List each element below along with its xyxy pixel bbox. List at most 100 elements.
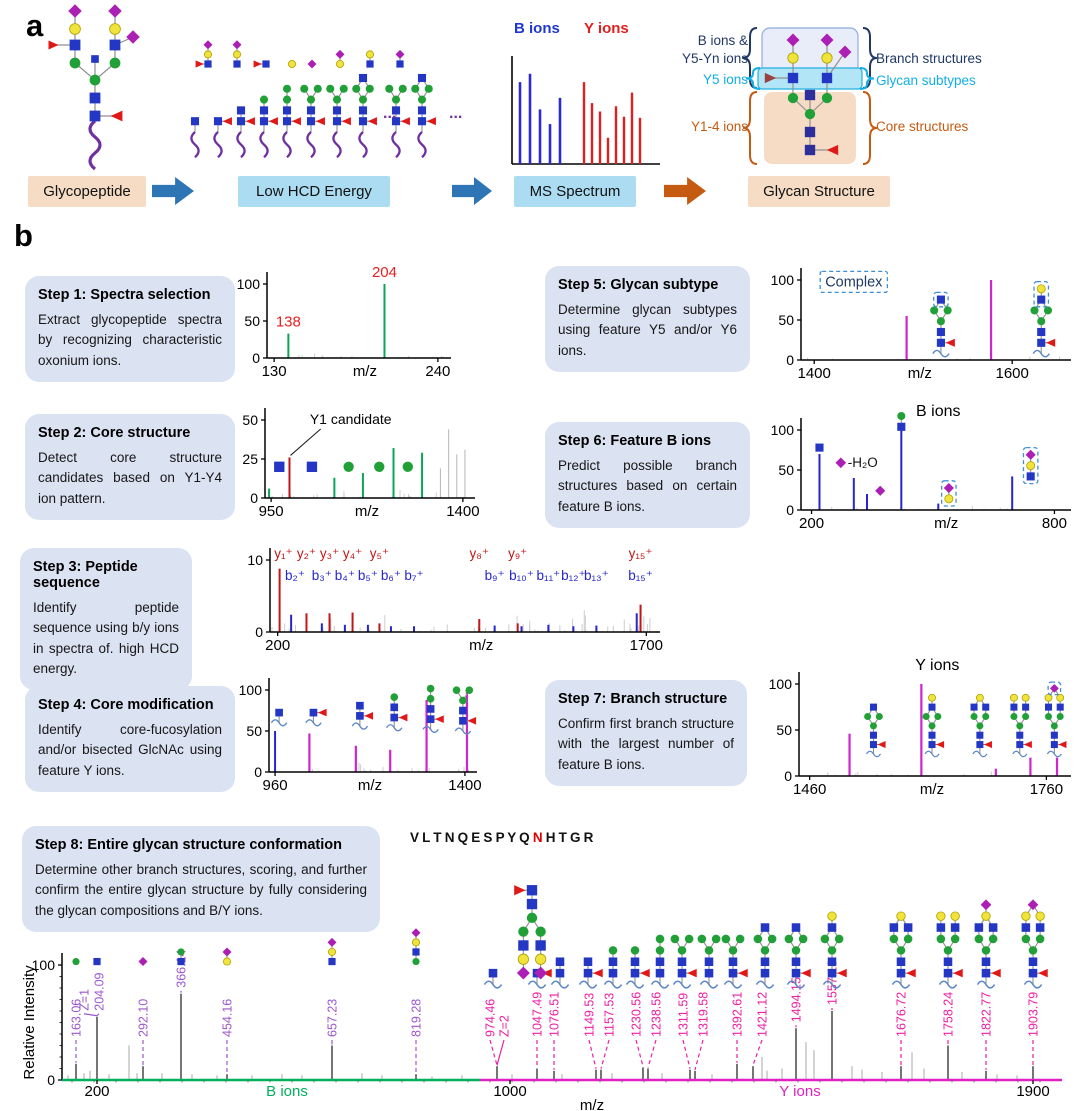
svg-text:163.06: 163.06: [70, 999, 84, 1037]
svg-text:200: 200: [265, 637, 290, 654]
svg-text:1238.56: 1238.56: [650, 992, 664, 1037]
svg-text:1319.58: 1319.58: [697, 992, 711, 1037]
svg-text:960: 960: [263, 777, 288, 794]
panel-b-label: b: [14, 218, 33, 253]
step7-body: Confirm first branch structure with the …: [558, 716, 734, 772]
svg-text:292.10: 292.10: [137, 999, 151, 1037]
svg-text:...: ...: [449, 105, 462, 122]
svg-text:m/z: m/z: [358, 777, 382, 794]
svg-text:b₁₃⁺: b₁₃⁺: [584, 568, 609, 583]
step4-box: Step 4: Core modification Identify core-…: [25, 686, 235, 792]
svg-text:y₈⁺: y₈⁺: [470, 546, 489, 561]
svg-text:1311.59: 1311.59: [677, 993, 691, 1037]
svg-text:50: 50: [776, 722, 792, 738]
svg-text:1392.61: 1392.61: [731, 992, 745, 1037]
step6-title: Step 6: Feature B ions: [558, 433, 712, 449]
step1-box: Step 1: Spectra selection Extract glycop…: [25, 276, 235, 382]
svg-text:950: 950: [259, 503, 284, 520]
svg-text:50: 50: [246, 723, 262, 739]
flow-box-glycan-structure: Glycan Structure: [748, 176, 890, 207]
step3-body: Identify peptide sequence using b/y ions…: [33, 600, 179, 676]
svg-text:1760: 1760: [1030, 781, 1063, 798]
svg-text:-H₂O: -H₂O: [848, 455, 878, 470]
step6-spectrum: 100 50 0 200 800 m/z B ions -H₂O: [763, 394, 1080, 548]
svg-text:0: 0: [255, 624, 263, 640]
svg-text:m/z: m/z: [355, 503, 379, 520]
step1-body: Extract glycopeptide spectra by recogniz…: [38, 312, 222, 368]
svg-text:b₇⁺: b₇⁺: [404, 568, 423, 583]
svg-text:y₁₅⁺: y₁₅⁺: [629, 546, 653, 561]
annotation-y5-ions: Y5 ions: [702, 72, 748, 87]
glycosylation-site: N: [532, 830, 543, 845]
svg-text:m/z: m/z: [353, 363, 377, 380]
svg-text:b₅⁺: b₅⁺: [358, 568, 378, 583]
svg-text:b₁₂⁺: b₁₂⁺: [561, 568, 585, 583]
annotation-glycan-subtypes: Glycan subtypes: [876, 73, 976, 88]
flow-box-low-hcd: Low HCD Energy: [238, 176, 390, 207]
step8-annotated-spectrum: 100 0 200 1000 1900 m/z B ions Y ions 163.06 204.…: [20, 845, 1080, 1111]
svg-text:Z=2: Z=2: [498, 1015, 512, 1037]
step2-spectrum: 50 25 0 950 1400 m/z Y1 candidate: [233, 396, 488, 538]
step3-spectrum: 10 0 200 1700 m/z y₁⁺ y₂⁺ y₃⁺ y₄⁺ y₅⁺ y₈⁺ y₉⁺ y₁₅⁺ b₂…: [236, 540, 668, 662]
step5-box: Step 5: Glycan subtype Determine glycan …: [545, 266, 750, 372]
svg-text:Y ions: Y ions: [915, 657, 959, 674]
svg-text:100: 100: [237, 276, 261, 292]
svg-text:50: 50: [778, 462, 794, 478]
step4-spectrum: 100 50 0 960 1400 m/z: [233, 660, 488, 814]
svg-text:240: 240: [425, 363, 450, 380]
svg-text:100: 100: [771, 272, 795, 288]
svg-text:25: 25: [242, 451, 258, 467]
svg-text:b₂⁺: b₂⁺: [285, 568, 305, 583]
svg-text:50: 50: [244, 313, 260, 329]
peptide-post: H T G R: [542, 830, 594, 845]
panel-a-graphics: ......: [48, 4, 878, 205]
panel-a-label: a: [26, 8, 44, 43]
svg-text:200: 200: [84, 1083, 109, 1100]
svg-text:B ions: B ions: [916, 403, 960, 420]
step8-body: Determine other branch structures, scori…: [35, 862, 367, 918]
svg-text:100: 100: [769, 676, 793, 692]
step2-body: Detect core structure candidates based o…: [38, 450, 222, 506]
svg-text:0: 0: [786, 502, 794, 518]
svg-text:m/z: m/z: [469, 637, 493, 654]
svg-text:1400: 1400: [448, 777, 481, 794]
step7-spectrum: 100 50 0 1460 1760 m/z Y ions: [761, 642, 1080, 816]
svg-text:1903.79: 1903.79: [1027, 992, 1041, 1037]
peptide-sequence: V L T N Q E S P Y Q N H T G R: [410, 830, 593, 845]
svg-text:b₁₁⁺: b₁₁⁺: [537, 568, 561, 583]
flow-box-low-hcd-label: Low HCD Energy: [256, 183, 372, 200]
svg-text:50: 50: [242, 412, 258, 428]
svg-text:204: 204: [372, 264, 397, 281]
step7-title: Step 7: Branch structure: [558, 691, 728, 707]
step3-box: Step 3: Peptide sequence Identify peptid…: [20, 548, 192, 690]
svg-text:138: 138: [276, 314, 301, 331]
flow-box-glycan-structure-label: Glycan Structure: [763, 183, 875, 200]
annotation-y1-4-ions: Y1-4 ions: [690, 119, 748, 134]
flow-box-glycopeptide-label: Glycopeptide: [43, 183, 131, 200]
svg-text:204.09: 204.09: [93, 972, 107, 1010]
svg-text:Y1 candidate: Y1 candidate: [310, 411, 392, 427]
step5-spectrum: 100 50 0 1400 1600 m/z Complex: [763, 250, 1080, 400]
b-ions-legend: B ions: [514, 20, 560, 37]
svg-text:y₄⁺: y₄⁺: [343, 546, 362, 561]
svg-text:200: 200: [799, 515, 824, 532]
annotation-b-y5yn-ions-line2: Y5-Yn ions: [681, 51, 748, 66]
svg-text:0: 0: [250, 490, 258, 506]
svg-text:1230.56: 1230.56: [630, 992, 644, 1037]
svg-text:1758.24: 1758.24: [942, 992, 956, 1037]
step1-spectrum: 100 50 0 130 240 m/z 138 204: [233, 250, 461, 386]
svg-text:10: 10: [247, 552, 263, 568]
step6-body: Predict possible branch structures based…: [558, 458, 737, 514]
svg-text:1600: 1600: [996, 365, 1029, 382]
svg-text:1700: 1700: [630, 637, 663, 654]
svg-text:50: 50: [778, 312, 794, 328]
svg-text:Complex: Complex: [825, 274, 883, 290]
peptide-pre: V L T N Q E S P Y Q: [410, 830, 533, 845]
annotation-branch-structures: Branch structures: [876, 51, 982, 66]
svg-text:800: 800: [1042, 515, 1067, 532]
step2-title: Step 2: Core structure: [38, 425, 191, 441]
svg-text:819.28: 819.28: [410, 999, 424, 1037]
svg-text:1460: 1460: [793, 781, 826, 798]
step5-body: Determine glycan subtypes using feature …: [558, 302, 737, 358]
